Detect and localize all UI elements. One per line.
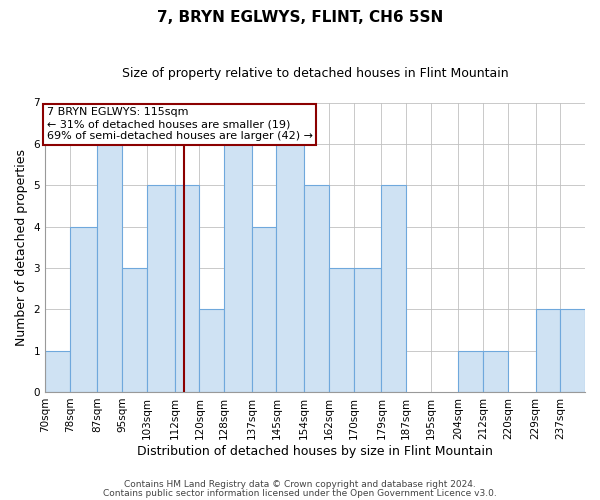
Text: 7, BRYN EGLWYS, FLINT, CH6 5SN: 7, BRYN EGLWYS, FLINT, CH6 5SN [157, 10, 443, 25]
Bar [458, 350, 483, 392]
Bar [483, 350, 508, 392]
Bar [382, 185, 406, 392]
Text: Contains public sector information licensed under the Open Government Licence v3: Contains public sector information licen… [103, 488, 497, 498]
Bar [304, 185, 329, 392]
Bar [277, 144, 304, 392]
Title: Size of property relative to detached houses in Flint Mountain: Size of property relative to detached ho… [122, 68, 508, 80]
Bar [536, 310, 560, 392]
Bar [252, 226, 277, 392]
Bar [224, 144, 252, 392]
X-axis label: Distribution of detached houses by size in Flint Mountain: Distribution of detached houses by size … [137, 444, 493, 458]
Bar [329, 268, 353, 392]
Bar [45, 350, 70, 392]
Bar [122, 268, 147, 392]
Text: Contains HM Land Registry data © Crown copyright and database right 2024.: Contains HM Land Registry data © Crown c… [124, 480, 476, 489]
Bar [353, 268, 382, 392]
Bar [147, 185, 175, 392]
Bar [97, 144, 122, 392]
Y-axis label: Number of detached properties: Number of detached properties [15, 148, 28, 346]
Bar [199, 310, 224, 392]
Text: 7 BRYN EGLWYS: 115sqm
← 31% of detached houses are smaller (19)
69% of semi-deta: 7 BRYN EGLWYS: 115sqm ← 31% of detached … [47, 108, 313, 140]
Bar [70, 226, 97, 392]
Bar [560, 310, 585, 392]
Bar [175, 185, 199, 392]
